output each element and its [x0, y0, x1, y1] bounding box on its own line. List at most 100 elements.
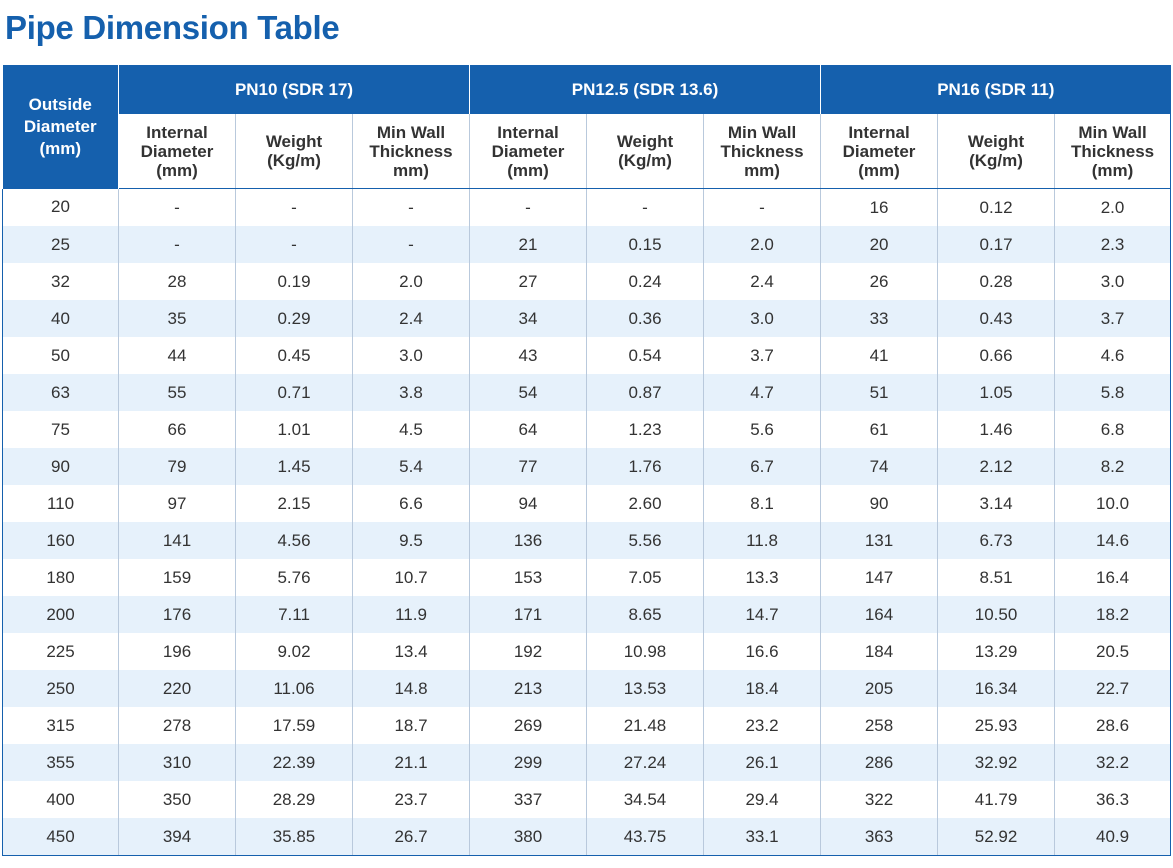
- table-cell: 10.50: [937, 596, 1056, 633]
- table-cell: 13.4: [352, 633, 470, 670]
- table-cell: 0.29: [235, 300, 353, 337]
- table-cell: 0.54: [586, 337, 704, 374]
- table-cell: 22.7: [1054, 670, 1172, 707]
- table-cell: 51: [820, 374, 939, 411]
- table-cell: 8.1: [703, 485, 822, 522]
- outside-diameter-header-line: Diameter: [23, 116, 97, 136]
- pipe-dimension-table: Outside Diameter (mm) PN10 (SDR 17) PN12…: [2, 65, 1172, 856]
- table-cell: 286: [820, 744, 939, 781]
- internal-diameter-header-pn12-5: Internal Diameter (mm): [469, 114, 587, 189]
- outside-diameter-cell: 160: [2, 522, 119, 559]
- table-row: 40 35 0.29 2.4 34 0.36 3.0 33 0.43 3.7: [2, 300, 1172, 337]
- table-cell: 5.76: [235, 559, 353, 596]
- table-row: 355 310 22.39 21.1 299 27.24 26.1 286 32.92 32.2: [2, 744, 1172, 781]
- weight-header-pn10: Weight (Kg/m): [235, 114, 353, 189]
- table-cell: 74: [820, 448, 939, 485]
- table-cell: 192: [469, 633, 587, 670]
- table-cell: 3.14: [937, 485, 1056, 522]
- table-cell: 0.17: [937, 226, 1056, 263]
- header-line: (mm): [156, 160, 198, 180]
- table-cell: -: [118, 188, 236, 226]
- header-line: Thickness: [1070, 141, 1155, 161]
- table-cell: 32.2: [1054, 744, 1172, 781]
- table-cell: 27.24: [586, 744, 704, 781]
- header-line: Diameter: [842, 141, 916, 161]
- outside-diameter-cell: 63: [2, 374, 119, 411]
- table-cell: 16.6: [703, 633, 822, 670]
- header-line: Min Wall: [376, 122, 446, 142]
- table-cell: -: [118, 226, 236, 263]
- header-line: (mm): [1091, 160, 1134, 180]
- table-cell: 35.85: [235, 818, 353, 856]
- table-row: 315 278 17.59 18.7 269 21.48 23.2 258 25.93 28.6: [2, 707, 1172, 744]
- table-cell: 3.7: [703, 337, 822, 374]
- outside-diameter-cell: 355: [2, 744, 119, 781]
- table-cell: 350: [118, 781, 236, 818]
- table-row: 200 176 7.11 11.9 171 8.65 14.7 164 10.50 18.2: [2, 596, 1172, 633]
- table-cell: 13.3: [703, 559, 822, 596]
- table-cell: 54: [469, 374, 587, 411]
- header-line: Weight: [616, 132, 674, 151]
- table-cell: 11.8: [703, 522, 822, 559]
- internal-diameter-header-pn16: Internal Diameter (mm): [820, 114, 939, 189]
- table-cell: 1.45: [235, 448, 353, 485]
- outside-diameter-cell: 180: [2, 559, 119, 596]
- table-cell: 35: [118, 300, 236, 337]
- header-line: Min Wall: [727, 122, 797, 142]
- table-cell: 5.56: [586, 522, 704, 559]
- table-cell: 36.3: [1054, 781, 1172, 818]
- table-cell: 3.8: [352, 374, 470, 411]
- table-cell: 16.4: [1054, 559, 1172, 596]
- table-cell: 55: [118, 374, 236, 411]
- header-line: mm): [744, 160, 780, 180]
- table-cell: 18.2: [1054, 596, 1172, 633]
- table-cell: 28.6: [1054, 707, 1172, 744]
- table-cell: 14.8: [352, 670, 470, 707]
- table-cell: 0.43: [937, 300, 1056, 337]
- table-cell: -: [352, 226, 470, 263]
- header-line: Weight: [265, 132, 323, 151]
- table-row: 20- - - - - -16 0.12 2.0: [2, 188, 1172, 226]
- table-cell: 4.7: [703, 374, 822, 411]
- table-cell: 21: [469, 226, 587, 263]
- table-cell: 90: [820, 485, 939, 522]
- group-header-row: Outside Diameter (mm) PN10 (SDR 17) PN12…: [2, 65, 1171, 189]
- table-cell: 16.34: [937, 670, 1056, 707]
- table-cell: 2.15: [235, 485, 353, 522]
- table-cell: 2.4: [352, 300, 470, 337]
- sub-header-row: Internal Diameter (mm) Weight (Kg/m) Min Wall…: [3, 114, 1172, 189]
- table-cell: 337: [469, 781, 587, 818]
- table-cell: 5.4: [352, 448, 470, 485]
- table-cell: 1.23: [586, 411, 704, 448]
- table-cell: 213: [469, 670, 587, 707]
- table-cell: 20.5: [1054, 633, 1172, 670]
- table-row: 75 66 1.01 4.5 64 1.23 5.6 61 1.46 6.8: [2, 411, 1172, 448]
- table-cell: 29.4: [703, 781, 822, 818]
- outside-diameter-cell: 90: [2, 448, 119, 485]
- table-cell: 0.28: [937, 263, 1056, 300]
- outside-diameter-cell: 20: [2, 188, 119, 226]
- table-cell: 159: [118, 559, 236, 596]
- min-wall-thickness-header-pn12-5: Min Wall Thickness mm): [703, 114, 822, 189]
- table-cell: -: [469, 188, 587, 226]
- table-cell: 61: [820, 411, 939, 448]
- table-cell: 2.3: [1054, 226, 1172, 263]
- table-cell: 10.7: [352, 559, 470, 596]
- outside-diameter-cell: 450: [2, 818, 119, 856]
- table-cell: 94: [469, 485, 587, 522]
- table-cell: 0.24: [586, 263, 704, 300]
- header-line: Diameter: [491, 141, 565, 161]
- outside-diameter-cell: 75: [2, 411, 119, 448]
- table-cell: 196: [118, 633, 236, 670]
- table-cell: -: [586, 188, 704, 226]
- min-wall-thickness-header-pn16: Min Wall Thickness (mm): [1054, 114, 1172, 189]
- table-cell: 33.1: [703, 818, 822, 856]
- table-cell: 18.4: [703, 670, 822, 707]
- table-cell: 23.7: [352, 781, 470, 818]
- table-cell: 33: [820, 300, 939, 337]
- table-cell: 2.12: [937, 448, 1056, 485]
- table-cell: 0.66: [937, 337, 1056, 374]
- outside-diameter-header: Outside Diameter (mm): [2, 65, 119, 189]
- table-cell: 1.76: [586, 448, 704, 485]
- table-row: 25- - -21 0.15 2.0 20 0.17 2.3: [2, 226, 1172, 263]
